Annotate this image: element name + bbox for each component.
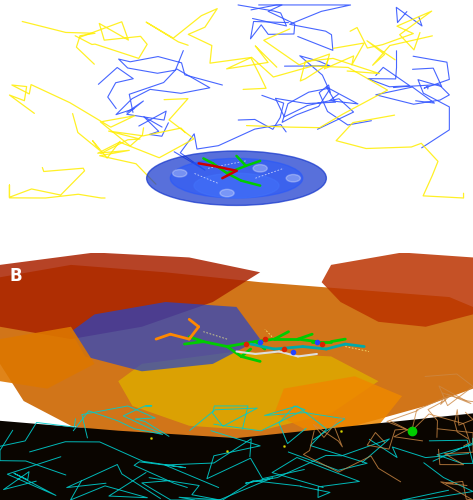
Circle shape xyxy=(286,174,300,182)
Polygon shape xyxy=(0,265,473,446)
Polygon shape xyxy=(118,352,378,430)
Circle shape xyxy=(220,190,234,197)
Polygon shape xyxy=(71,302,260,372)
Polygon shape xyxy=(0,327,95,388)
Circle shape xyxy=(173,170,187,177)
Polygon shape xyxy=(274,376,402,430)
Polygon shape xyxy=(0,252,260,339)
Ellipse shape xyxy=(147,151,326,206)
Polygon shape xyxy=(322,252,473,327)
Ellipse shape xyxy=(170,158,303,198)
Text: A: A xyxy=(9,15,22,33)
Circle shape xyxy=(253,164,267,172)
Text: B: B xyxy=(9,268,22,285)
Polygon shape xyxy=(0,414,473,500)
Ellipse shape xyxy=(194,174,279,198)
